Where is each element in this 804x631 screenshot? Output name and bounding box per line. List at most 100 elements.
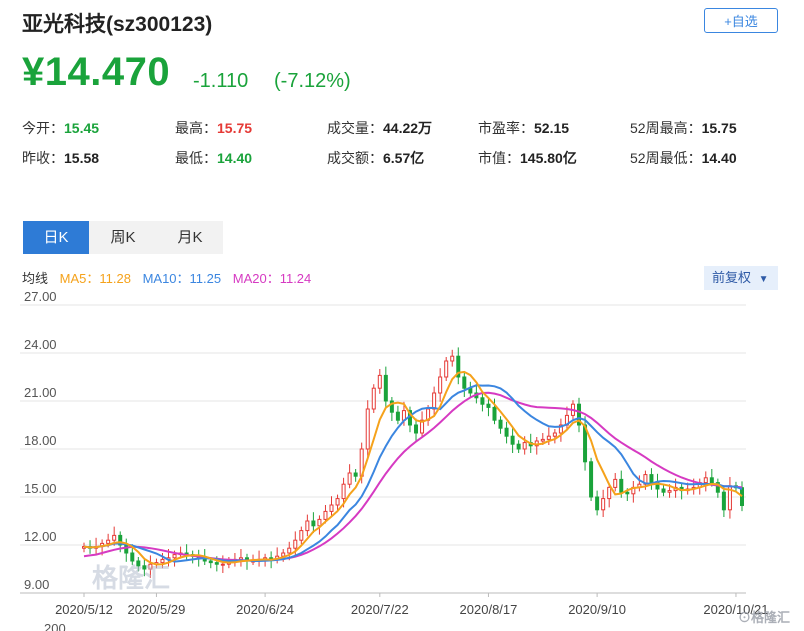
candle-body — [395, 411, 400, 421]
stat-label: 52周最低： — [630, 150, 702, 166]
candle-body — [341, 483, 346, 500]
candlestick-chart: 27.00 24.00 21.00 18.00 15.00 12.00 9.00 200 202… — [20, 290, 769, 631]
candle-body — [347, 472, 352, 485]
stat-item: 成交额：6.57亿 — [327, 148, 424, 168]
period-tabs: 日K 周K 月K — [23, 221, 223, 254]
candle-body — [389, 400, 394, 413]
candle-body — [510, 435, 515, 445]
stat-label: 市盈率： — [478, 120, 534, 136]
candle-body — [420, 419, 425, 434]
candle-body — [148, 563, 153, 570]
candle-body — [577, 403, 582, 426]
stat-value: 15.58 — [64, 150, 100, 166]
stat-value: 15.75 — [701, 120, 737, 136]
x-tick-label: 2020/5/29 — [128, 602, 186, 617]
tab-daily[interactable]: 日K — [23, 221, 89, 254]
candle-body — [383, 374, 388, 402]
candle-body — [619, 478, 624, 493]
candle-body — [311, 520, 316, 527]
ma10-line — [83, 384, 743, 563]
stat-item: 最低：14.40 — [175, 148, 252, 168]
candle-body — [220, 563, 225, 566]
candle-body — [601, 498, 606, 511]
candle-body — [414, 424, 419, 434]
candle-body — [486, 403, 491, 408]
candle-body — [740, 487, 744, 506]
candle-body — [522, 442, 527, 450]
tab-weekly[interactable]: 周K — [110, 229, 136, 246]
candle-body — [703, 477, 708, 484]
candle-body — [667, 490, 672, 493]
x-tick-label: 2020/9/10 — [568, 602, 626, 617]
candle-body — [106, 539, 111, 544]
candle-body — [353, 472, 358, 477]
candle-body — [480, 397, 485, 405]
candle-body — [504, 427, 509, 437]
candle-body — [281, 552, 286, 557]
stat-label: 今开： — [22, 120, 64, 136]
price-change: -1.110 — [193, 70, 249, 92]
stat-value: 15.75 — [217, 120, 253, 136]
stat-label: 成交额： — [327, 150, 383, 166]
adjust-dropdown[interactable]: 前复权 ▼ — [704, 266, 778, 290]
x-tick-label: 2020/7/22 — [351, 602, 409, 617]
add-watchlist-button[interactable]: +自选 — [704, 8, 778, 33]
tab-monthly[interactable]: 月K — [177, 229, 203, 246]
candle-body — [649, 474, 654, 484]
stat-label: 市值： — [478, 150, 520, 166]
y-tick-label: 24.00 — [24, 337, 57, 352]
x-tick-label: 2020/6/24 — [236, 602, 294, 617]
candle-body — [130, 552, 135, 562]
candle-body — [112, 534, 117, 541]
stat-label: 最低： — [175, 150, 217, 166]
candle-body — [625, 491, 630, 495]
watermark-logo-corner: ⊙格隆汇 — [738, 610, 791, 625]
watermark-logo: 格隆汇 — [92, 563, 171, 593]
candle-body — [595, 496, 600, 511]
stat-item: 最高：15.75 — [175, 118, 252, 138]
candle-body — [432, 392, 437, 410]
ma-legend: 均线 MA5：11.28 MA10：11.25 MA20：11.24 — [22, 268, 311, 287]
stat-item: 市值：145.80亿 — [478, 148, 577, 168]
candle-body — [552, 432, 557, 437]
ma5-value: MA5：11.28 — [59, 271, 131, 286]
candle-body — [299, 530, 304, 541]
stock-title: 亚光科技(sz300123) — [22, 13, 213, 36]
x-tick-label: 2020/8/17 — [460, 602, 518, 617]
candle-body — [613, 478, 618, 488]
candle-body — [238, 557, 243, 560]
y-tick-label: 27.00 — [24, 290, 57, 304]
candle-body — [124, 544, 129, 554]
candle-body — [444, 360, 449, 378]
stat-label: 成交量： — [327, 120, 383, 136]
ma20-value: MA20：11.24 — [232, 271, 312, 286]
stat-value: 14.40 — [701, 150, 737, 166]
ma10-value: MA10：11.25 — [142, 271, 222, 286]
ma5-line — [83, 370, 743, 566]
price-change-percent: (-7.12%) — [274, 70, 351, 92]
candle-body — [589, 461, 594, 498]
candle-body — [317, 518, 322, 527]
y-tick-label: 12.00 — [24, 529, 57, 544]
candle-body — [438, 376, 443, 394]
candle-body — [546, 435, 551, 440]
stat-value: 52.15 — [534, 120, 570, 136]
stat-label: 最高： — [175, 120, 217, 136]
adjust-label: 前复权 — [712, 270, 752, 285]
candle-body — [450, 355, 455, 362]
candle-body — [287, 547, 292, 554]
stat-label: 52周最高： — [630, 120, 702, 136]
candle-body — [118, 534, 123, 546]
stat-item: 昨收：15.58 — [22, 148, 99, 168]
y-tick-label: 9.00 — [24, 577, 49, 592]
stat-item: 52周最高：15.75 — [630, 118, 737, 138]
caret-down-icon: ▼ — [758, 274, 769, 285]
candle-body — [462, 376, 467, 389]
candle-body — [208, 560, 213, 564]
y-tick-label: 200 — [44, 621, 66, 631]
candle-body — [371, 387, 376, 410]
candle-body — [323, 510, 328, 520]
candle-body — [365, 408, 370, 450]
candle-body — [607, 486, 612, 500]
stat-item: 市盈率：52.15 — [478, 118, 569, 138]
